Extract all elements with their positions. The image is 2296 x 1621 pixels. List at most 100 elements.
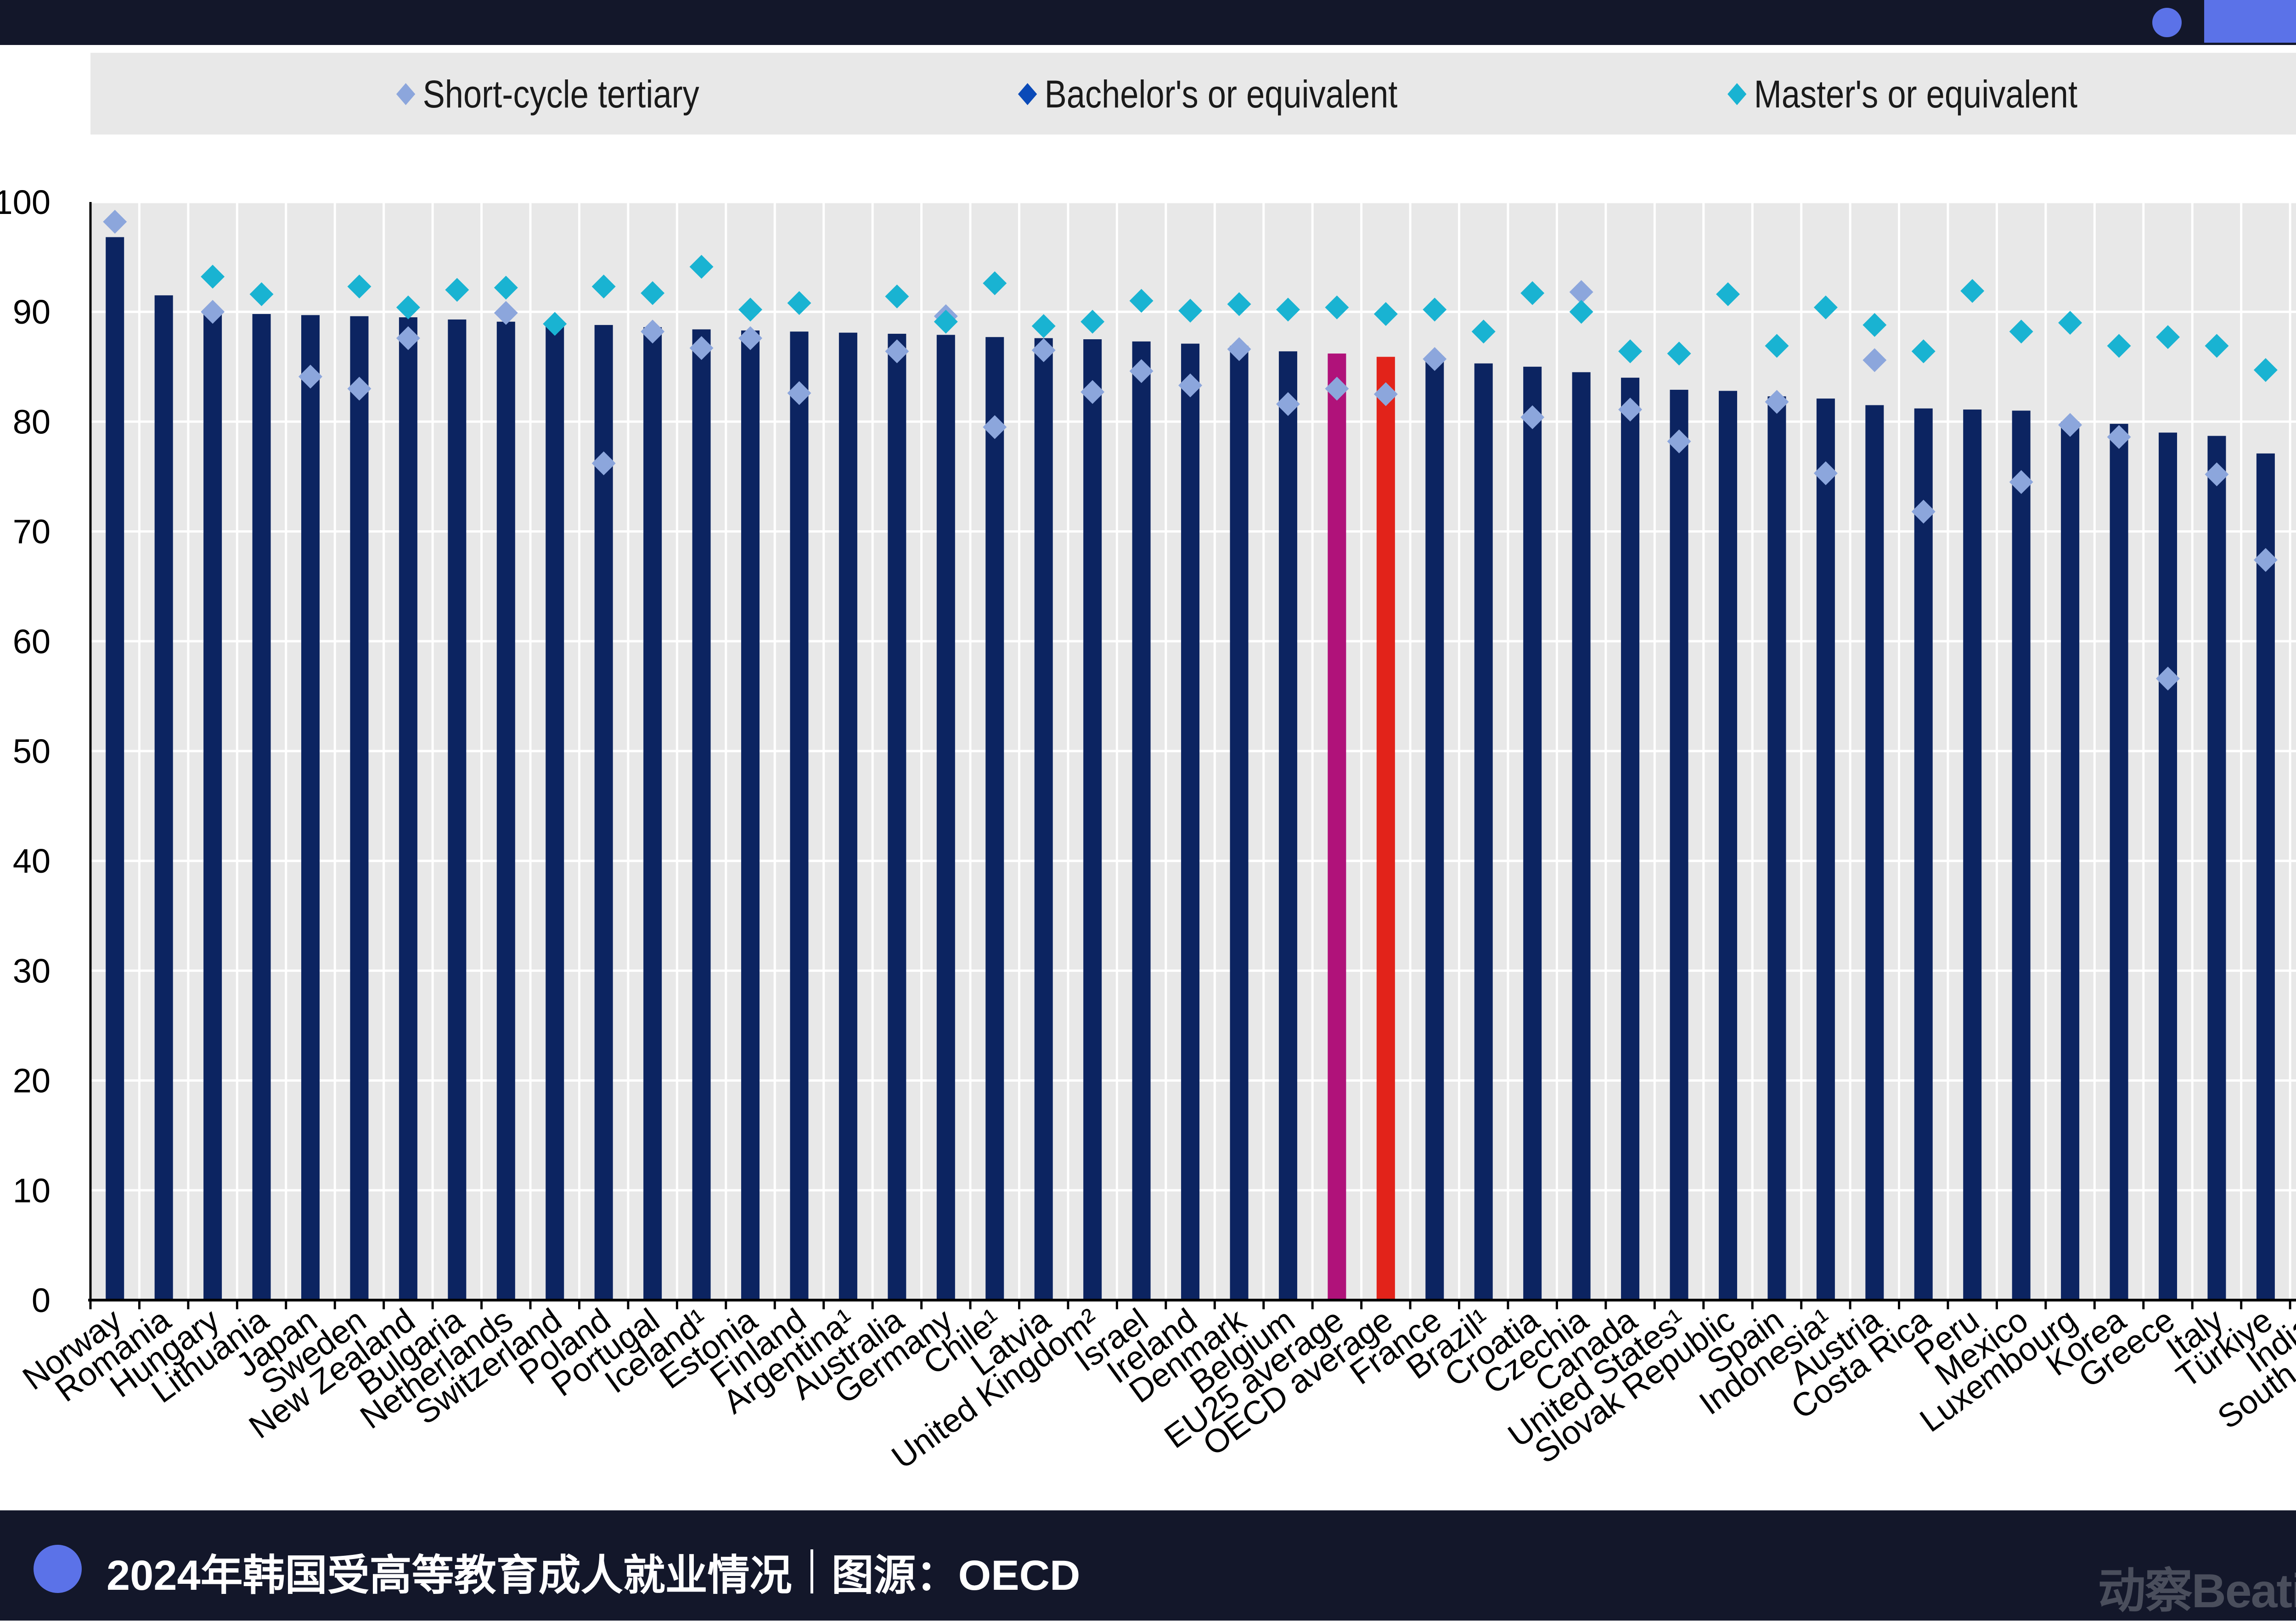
marker-series1-19 bbox=[1031, 314, 1056, 338]
legend-item-bachelor: Bachelor's or equivalent bbox=[1018, 73, 1397, 116]
marker-series1-25 bbox=[1325, 295, 1349, 320]
marker-series1-9 bbox=[543, 312, 567, 336]
footer-caption: 2024年韩国受高等教育成人就业情况 图源：OECD bbox=[107, 1546, 1080, 1599]
bar-44 bbox=[2256, 453, 2275, 1300]
y-tick-label-50: 50 bbox=[13, 732, 51, 770]
bar-35 bbox=[1816, 398, 1835, 1301]
marker-series1-32 bbox=[1667, 342, 1691, 366]
marker-series0-31 bbox=[1618, 398, 1643, 422]
bar-37 bbox=[1914, 408, 1933, 1300]
chart-plot: 0102030405060708090100NorwayRomaniaHunga… bbox=[0, 183, 2296, 1476]
y-tick-label-40: 40 bbox=[13, 842, 51, 880]
top-accent-tab bbox=[2204, 0, 2296, 43]
marker-series1-42 bbox=[2155, 325, 2180, 349]
bar-25 bbox=[1328, 353, 1346, 1301]
marker-series0-44 bbox=[2253, 548, 2278, 572]
caption-separator bbox=[810, 1549, 813, 1593]
marker-series0-26 bbox=[1373, 382, 1398, 406]
y-tick-label-20: 20 bbox=[13, 1062, 51, 1100]
marker-series0-12 bbox=[689, 336, 714, 360]
top-accent-dot bbox=[2152, 8, 2182, 37]
marker-series0-10 bbox=[591, 451, 616, 476]
bar-22 bbox=[1181, 343, 1200, 1301]
marker-series1-16 bbox=[885, 284, 909, 308]
y-tick-label-90: 90 bbox=[13, 293, 51, 331]
marker-series1-11 bbox=[641, 281, 665, 305]
legend-label-bachelor: Bachelor's or equivalent bbox=[1044, 72, 1398, 116]
marker-series1-38 bbox=[1960, 279, 1985, 303]
marker-series1-41 bbox=[2107, 334, 2131, 358]
marker-series1-6 bbox=[396, 295, 420, 320]
marker-series1-13 bbox=[738, 297, 763, 322]
marker-series0-34 bbox=[1765, 390, 1789, 414]
marker-series0-11 bbox=[641, 320, 665, 344]
bar-42 bbox=[2158, 432, 2177, 1300]
legend-item-short-cycle: Short-cycle tertiary bbox=[396, 73, 699, 116]
marker-series0-35 bbox=[1813, 461, 1838, 485]
bar-1 bbox=[154, 295, 173, 1300]
bar-17 bbox=[936, 335, 955, 1300]
marker-series1-5 bbox=[347, 275, 371, 299]
marker-series1-29 bbox=[1520, 281, 1545, 305]
marker-series0-39 bbox=[2009, 470, 2033, 494]
bar-24 bbox=[1278, 351, 1297, 1300]
bar-10 bbox=[594, 325, 613, 1300]
marker-series0-21 bbox=[1129, 359, 1154, 383]
marker-series1-17 bbox=[934, 309, 958, 334]
marker-series0-6 bbox=[396, 326, 420, 350]
bar-16 bbox=[888, 334, 906, 1300]
marker-series0-41 bbox=[2107, 425, 2131, 449]
bar-34 bbox=[1767, 396, 1786, 1300]
bar-27 bbox=[1425, 360, 1444, 1300]
marker-series1-39 bbox=[2009, 320, 2033, 344]
bar-6 bbox=[399, 317, 417, 1301]
bar-20 bbox=[1083, 339, 1102, 1300]
marker-series0-23 bbox=[1227, 337, 1251, 361]
marker-series1-18 bbox=[983, 271, 1007, 296]
bar-3 bbox=[252, 314, 271, 1301]
y-tick-label-60: 60 bbox=[13, 623, 51, 661]
bar-26 bbox=[1376, 357, 1395, 1300]
marker-series1-30 bbox=[1569, 300, 1593, 324]
marker-series0-36 bbox=[1863, 348, 1887, 372]
y-tick-label-0: 0 bbox=[32, 1281, 51, 1319]
bar-2 bbox=[203, 312, 222, 1301]
marker-series1-14 bbox=[787, 291, 811, 315]
bar-4 bbox=[301, 315, 320, 1300]
watermark-logo: 动察Beating bbox=[2098, 1565, 2296, 1618]
footer-bar: 2024年韩国受高等教育成人就业情况 图源：OECD 动察Beating bbox=[0, 1510, 2296, 1621]
y-tick-label-100: 100 bbox=[0, 183, 51, 221]
marker-series1-35 bbox=[1813, 295, 1838, 320]
marker-series1-36 bbox=[1863, 313, 1887, 337]
legend-item-master: Master's or equivalent bbox=[1727, 73, 2077, 116]
marker-series1-24 bbox=[1276, 297, 1300, 322]
marker-series1-33 bbox=[1716, 282, 1740, 306]
bar-9 bbox=[546, 324, 564, 1301]
marker-series0-37 bbox=[1911, 499, 1936, 524]
marker-series0-25 bbox=[1325, 376, 1349, 401]
y-tick-label-10: 10 bbox=[13, 1172, 51, 1210]
bar-36 bbox=[1865, 405, 1884, 1300]
y-tick-label-80: 80 bbox=[13, 403, 51, 441]
marker-series0-14 bbox=[787, 381, 811, 405]
bar-12 bbox=[692, 329, 711, 1301]
marker-series1-31 bbox=[1618, 339, 1643, 364]
caption-title: 2024年韩国受高等教育成人就业情况 bbox=[107, 1552, 792, 1599]
y-tick-label-30: 30 bbox=[13, 952, 51, 990]
bar-0 bbox=[106, 237, 124, 1301]
bar-11 bbox=[643, 327, 662, 1300]
marker-series0-42 bbox=[2155, 667, 2180, 691]
bar-43 bbox=[2207, 436, 2226, 1300]
bar-28 bbox=[1474, 363, 1493, 1300]
marker-series1-2 bbox=[201, 264, 225, 289]
marker-series0-30 bbox=[1569, 280, 1593, 304]
bar-33 bbox=[1718, 391, 1737, 1300]
marker-series1-27 bbox=[1423, 297, 1447, 322]
marker-series1-12 bbox=[689, 255, 714, 279]
marker-series1-21 bbox=[1129, 289, 1154, 313]
marker-series1-22 bbox=[1178, 298, 1203, 323]
marker-series0-32 bbox=[1667, 429, 1691, 454]
marker-series0-43 bbox=[2205, 462, 2229, 487]
marker-series1-20 bbox=[1080, 309, 1105, 334]
legend-label-short-cycle: Short-cycle tertiary bbox=[422, 72, 699, 116]
